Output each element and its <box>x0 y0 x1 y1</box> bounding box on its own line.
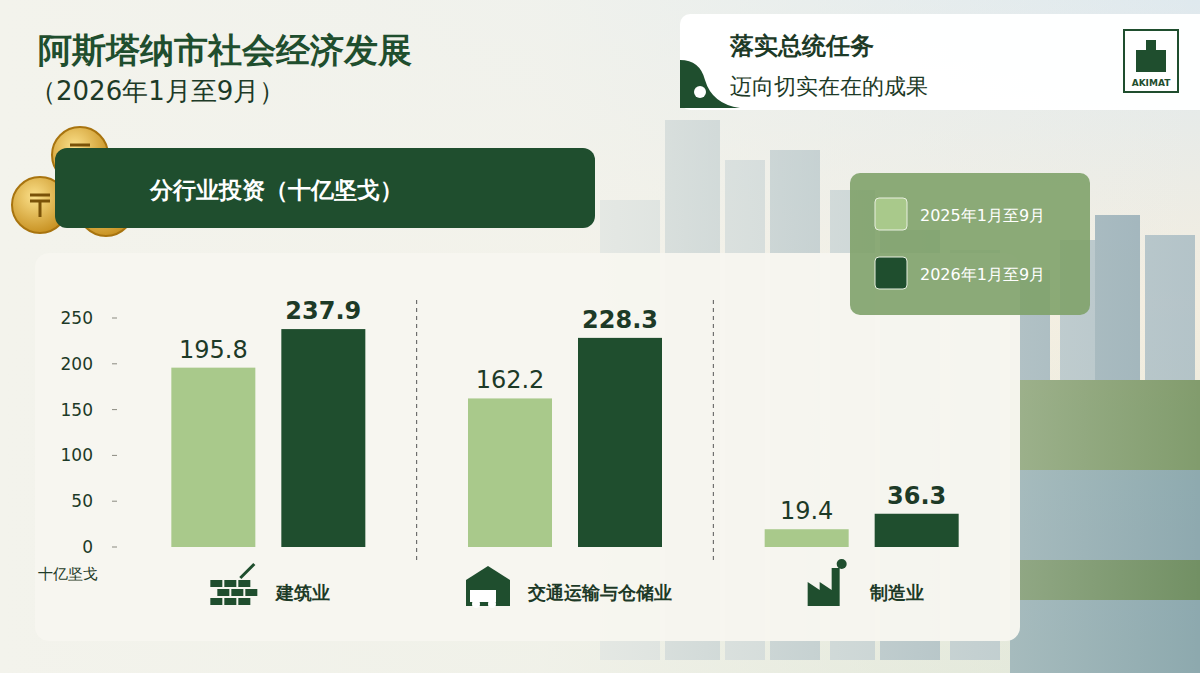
category-icon <box>466 566 510 608</box>
category-label: 建筑业 <box>274 582 330 603</box>
y-tick <box>112 318 117 319</box>
y-tick-label: 200 <box>61 354 93 374</box>
data-label: 237.9 <box>285 297 361 325</box>
bar <box>468 398 552 547</box>
banner-ornament <box>694 86 706 98</box>
logo-frame <box>1124 30 1178 92</box>
wheel <box>472 600 480 608</box>
data-label: 36.3 <box>887 482 946 510</box>
factory <box>808 568 840 606</box>
group-separator <box>416 300 417 560</box>
data-label: 162.2 <box>476 366 545 394</box>
smoke <box>837 559 847 569</box>
brick <box>245 589 257 596</box>
legend-label: 2026年1月至9月 <box>920 265 1045 284</box>
chart-title: 分行业投资（十亿坚戈） <box>149 177 403 203</box>
page: 阿斯塔纳市社会经济发展 （2026年1月至9月） 落实总统任务迈向切实在在的成果 AK… <box>0 0 1200 673</box>
category-icon <box>210 564 257 605</box>
legend-swatch <box>875 257 907 289</box>
page-title: 阿斯塔纳市社会经济发展 <box>38 30 412 70</box>
data-label: 195.8 <box>179 336 248 364</box>
legend-label: 2025年1月至9月 <box>920 206 1045 225</box>
banner-text: 迈向切实在在的成果 <box>730 74 928 99</box>
brick <box>210 580 222 587</box>
trowel <box>240 564 254 578</box>
data-label: 228.3 <box>582 306 658 334</box>
wheel <box>488 600 496 608</box>
category-label: 制造业 <box>869 582 924 603</box>
y-tick-label: 250 <box>61 308 93 328</box>
bar <box>875 514 959 547</box>
brick <box>217 589 229 596</box>
bar <box>765 529 849 547</box>
y-tick <box>112 501 117 502</box>
y-tick <box>112 547 117 548</box>
category-label: 交通运输与仓储业 <box>527 582 672 603</box>
y-tick-label: 0 <box>82 537 93 557</box>
legend-swatch <box>875 198 907 230</box>
bar <box>578 338 662 547</box>
brick <box>224 580 236 587</box>
y-tick <box>112 363 117 364</box>
group-separator <box>713 300 714 560</box>
y-tick-label: 150 <box>61 400 93 420</box>
logo-text: AKIMAT <box>1132 78 1172 88</box>
y-tick-label: 100 <box>61 445 93 465</box>
coin-symbol <box>30 195 50 217</box>
category-icon <box>808 559 847 606</box>
logo-emblem <box>1136 40 1166 72</box>
y-tick <box>112 409 117 410</box>
brick <box>210 598 222 605</box>
page-subtitle: （2026年1月至9月） <box>30 76 285 106</box>
banner-title: 落实总统任务 <box>729 32 874 60</box>
bars <box>171 329 958 547</box>
y-tick-label: 50 <box>71 491 93 511</box>
brick <box>238 580 250 587</box>
legend-box <box>850 173 1090 315</box>
chart-title-bar <box>55 148 595 228</box>
brick <box>238 598 250 605</box>
banner-card <box>680 14 1200 110</box>
brick <box>231 589 243 596</box>
y-axis-label: 十亿坚戈 <box>38 565 98 583</box>
bar <box>171 368 255 547</box>
legend: 2025年1月至9月 2026年1月至9月 <box>850 173 1090 315</box>
warehouse <box>466 566 510 606</box>
bar <box>281 329 365 547</box>
y-tick <box>112 455 117 456</box>
brick <box>224 598 236 605</box>
data-label: 19.4 <box>780 497 833 525</box>
